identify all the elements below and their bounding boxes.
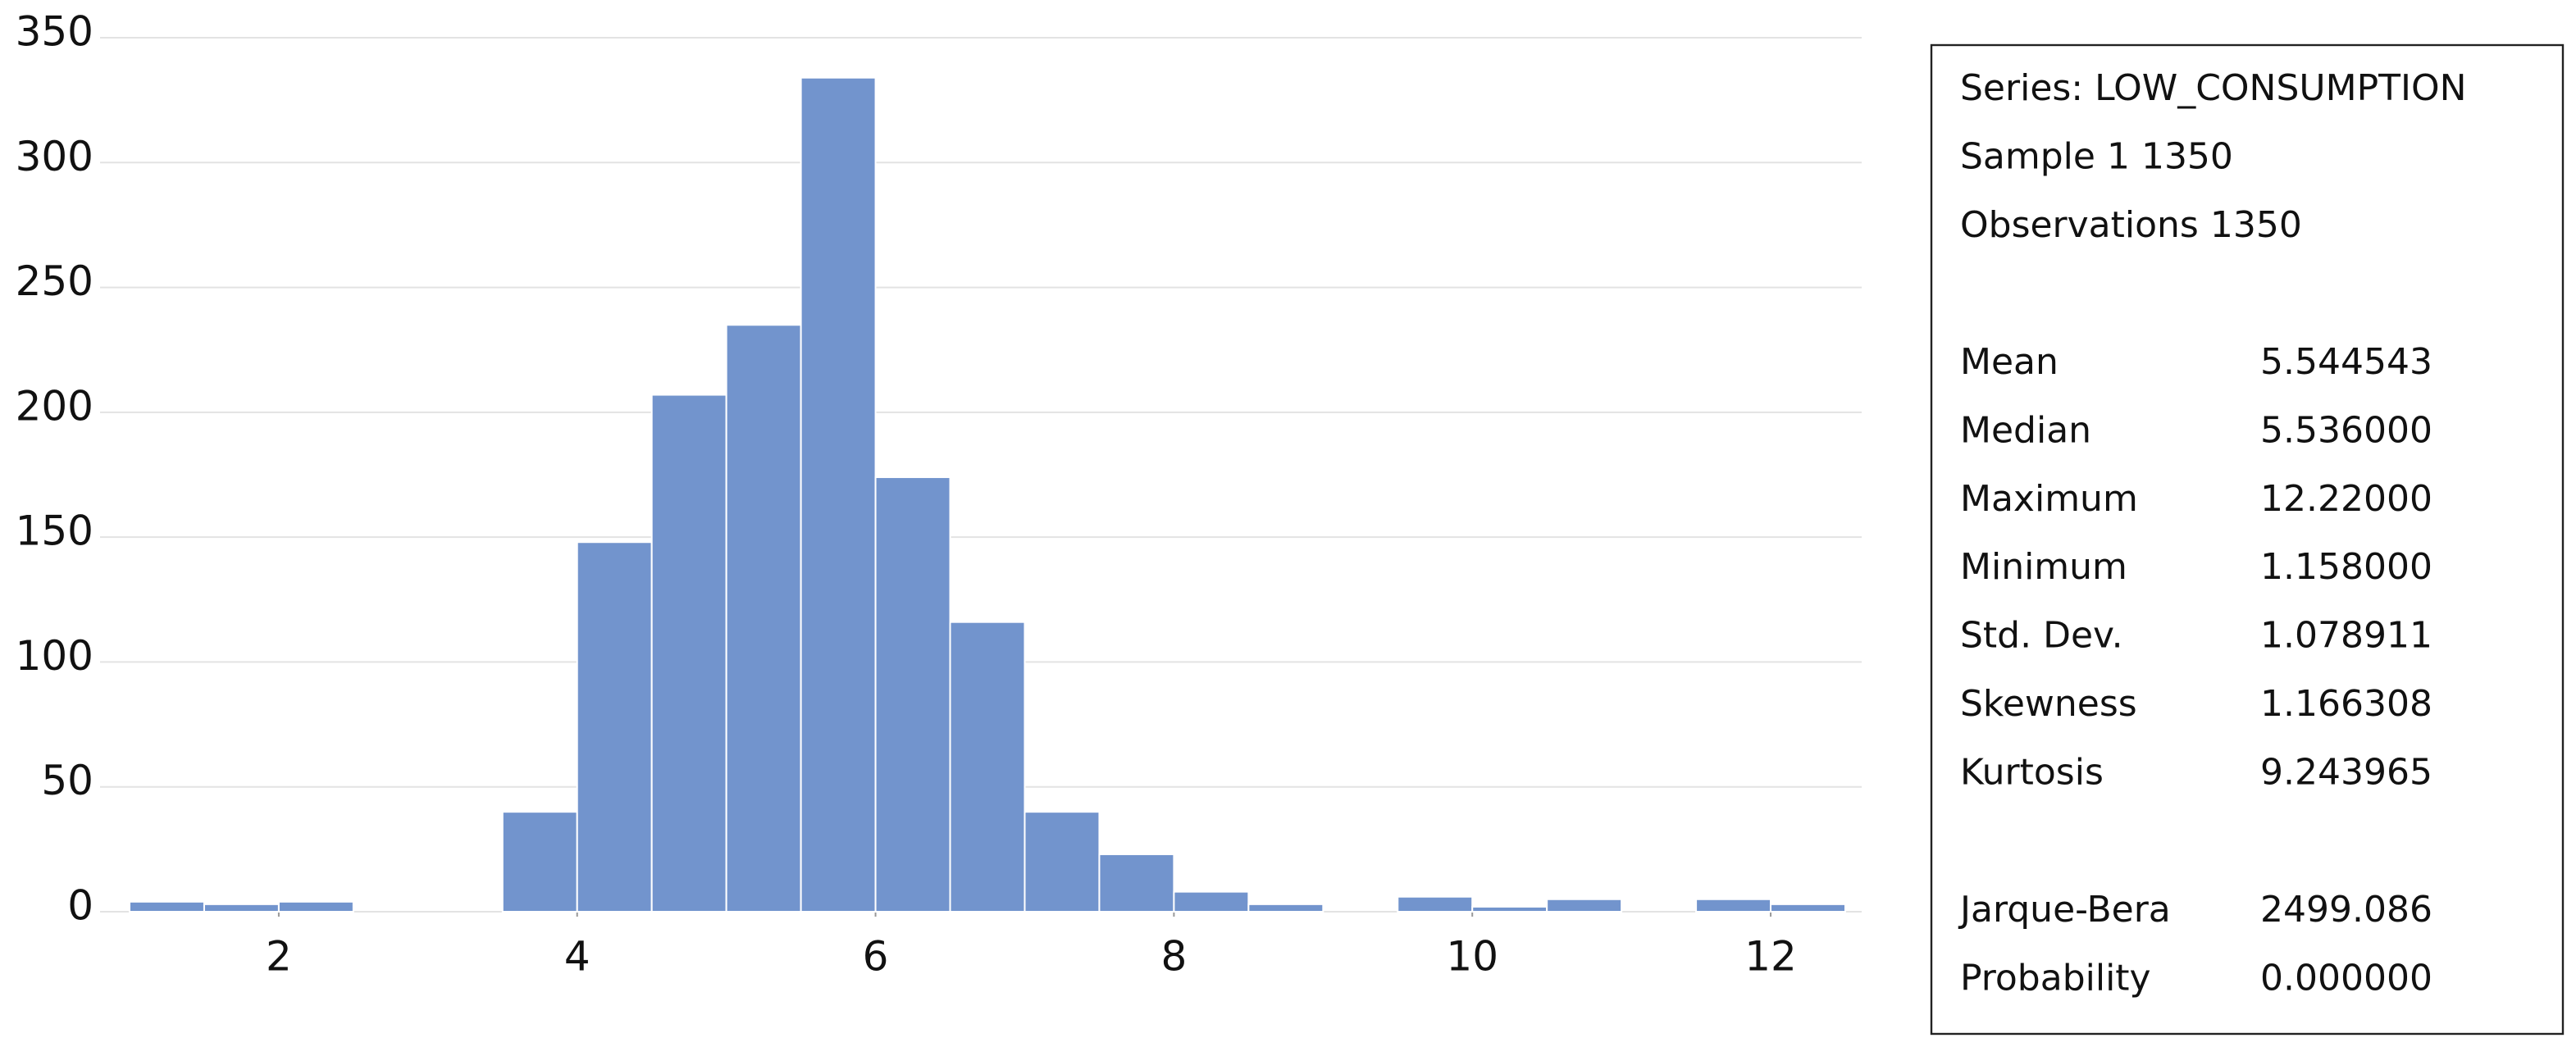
test-label: Jarque-Bera — [1958, 889, 2171, 931]
x-tick-label: 4 — [564, 933, 590, 981]
stats-header: Sample 1 1350 — [1960, 135, 2233, 177]
y-tick-label: 250 — [16, 257, 93, 305]
stat-value: 1.166308 — [2260, 683, 2432, 725]
stat-label: Mean — [1960, 341, 2059, 383]
stat-label: Std. Dev. — [1960, 615, 2123, 657]
stat-label: Kurtosis — [1960, 751, 2104, 793]
bar — [1173, 890, 1250, 913]
x-tick-label: 2 — [266, 933, 292, 981]
stat-value: 1.158000 — [2260, 546, 2432, 588]
bar — [501, 811, 578, 913]
stat-label: Median — [1960, 409, 2091, 451]
bar — [1471, 905, 1548, 913]
x-tick-label: 6 — [863, 933, 889, 981]
y-tick-label: 100 — [16, 632, 93, 680]
bar — [1098, 853, 1175, 913]
x-tick-label: 10 — [1446, 933, 1498, 981]
test-value: 0.000000 — [2260, 957, 2432, 999]
bar — [1024, 811, 1101, 913]
stat-label: Skewness — [1960, 683, 2137, 725]
stat-label: Maximum — [1960, 478, 2138, 520]
x-tick-label: 12 — [1744, 933, 1797, 981]
stat-value: 9.243965 — [2260, 751, 2432, 793]
y-tick-label: 0 — [67, 882, 93, 930]
stats-header: Series: LOW_CONSUMPTION — [1960, 67, 2467, 109]
stats-header: Observations 1350 — [1960, 204, 2302, 246]
bar — [129, 900, 205, 913]
bar — [874, 476, 951, 913]
bar — [1546, 898, 1623, 913]
test-value: 2499.086 — [2260, 889, 2432, 931]
bar — [277, 900, 354, 913]
stat-label: Minimum — [1960, 546, 2127, 588]
x-tick-label: 8 — [1160, 933, 1187, 981]
y-tick-label: 200 — [16, 382, 93, 430]
stat-value: 5.544543 — [2260, 341, 2432, 383]
y-tick-label: 150 — [16, 508, 93, 555]
bar — [949, 621, 1026, 913]
bar — [1247, 903, 1324, 913]
y-tick-label: 50 — [41, 757, 93, 804]
bar — [576, 541, 653, 913]
bar — [1397, 895, 1474, 913]
stat-value: 12.22000 — [2260, 478, 2432, 520]
stats-box — [1930, 43, 2565, 1036]
bar — [1770, 903, 1846, 913]
y-tick-label: 350 — [16, 8, 93, 56]
bar — [203, 903, 280, 913]
y-tick-label: 300 — [16, 133, 93, 180]
bar — [725, 324, 802, 913]
bar — [1695, 898, 1772, 913]
test-label: Probability — [1960, 957, 2151, 999]
bar — [800, 76, 877, 913]
bar — [650, 394, 727, 913]
stat-value: 1.078911 — [2260, 615, 2432, 657]
stat-value: 5.536000 — [2260, 409, 2432, 451]
